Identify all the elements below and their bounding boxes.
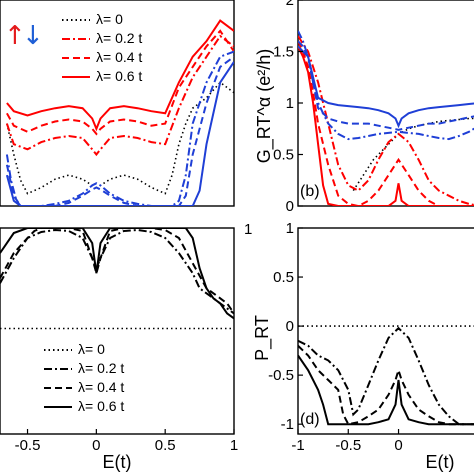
panel-d-frame bbox=[297, 227, 474, 435]
panel-b-series-1 bbox=[298, 45, 474, 206]
panel-b: 0 0.5 1 1.5 2 G_RT^α (e²/h) (b) bbox=[254, 0, 474, 215]
panel-d-panel-label: (d) bbox=[300, 411, 320, 428]
panel-b-series-5 bbox=[298, 40, 474, 131]
legend-label: λ= 0.6 t bbox=[96, 68, 142, 84]
panel-c-x-tick-label: 1 bbox=[230, 437, 238, 454]
panel-a-series-3 bbox=[6, 19, 234, 132]
panel-d-y-tick-label: -1 bbox=[281, 416, 294, 433]
panel-d-y-label: P_RT bbox=[252, 315, 273, 361]
legend-label: λ= 0.4 t bbox=[78, 379, 124, 395]
panel-b-y-tick-label: 1 bbox=[286, 95, 294, 112]
panel-d-y-tick-label: 0.5 bbox=[273, 269, 294, 286]
panel-d-y-ticks: 1 0.5 0 -0.5 -1 bbox=[268, 220, 303, 433]
panel-a-series-6 bbox=[5, 61, 234, 206]
panel-c-series-3 bbox=[0, 228, 234, 320]
panel-d-lines bbox=[298, 325, 474, 426]
legend-label: λ= 0.2 t bbox=[78, 360, 124, 376]
panel-c-series-2 bbox=[0, 228, 234, 314]
panel-b-series-6 bbox=[298, 30, 474, 141]
panel-c-series-1 bbox=[0, 228, 234, 315]
panel-d-y-tick-label: 0 bbox=[286, 318, 294, 335]
panel-a-series-2 bbox=[6, 29, 234, 136]
panel-c-y-tick-1: 1 bbox=[244, 221, 252, 238]
panel-c: -0.5 0 0.5 1 1 E(t) λ= 0λ= 0.2 tλ= 0.4 tλ= … bbox=[0, 221, 252, 472]
legend-label: λ= 0.4 t bbox=[96, 49, 142, 65]
legend-label: λ= 0.6 t bbox=[78, 398, 124, 414]
panel-c-x-tick-label: -0.5 bbox=[15, 437, 41, 454]
panel-c-x-tick-label: 0.5 bbox=[155, 437, 176, 454]
panel-d-x-ticks: -1 -0.5 0 bbox=[291, 429, 403, 454]
panel-d: 1 0.5 0 -0.5 -1 -1 -0.5 0 P_RT (d) E(t) bbox=[252, 220, 474, 472]
panel-d-y-tick-label: -0.5 bbox=[268, 367, 294, 384]
panel-b-y-ticks: 0 0.5 1 1.5 2 bbox=[273, 0, 303, 215]
panel-b-series-4 bbox=[298, 45, 474, 129]
panel-d-x-tick-label: -1 bbox=[291, 437, 304, 454]
panel-c-legend: λ= 0 λ= 0.2 t λ= 0.4 t λ= 0.6 t bbox=[44, 341, 124, 414]
panel-b-y-label: G_RT^α (e²/h) bbox=[254, 49, 275, 164]
panel-b-panel-label: (b) bbox=[300, 183, 320, 200]
panel-a: ↑ ↓ λ= 0 λ= 0.2 t λ= 0.4 t λ= 0.6 t bbox=[0, 0, 235, 207]
panel-d-x-tick-label: -0.5 bbox=[335, 437, 361, 454]
panel-b-series-3 bbox=[298, 35, 474, 206]
panel-b-y-tick-label: 0 bbox=[286, 198, 294, 215]
panel-d-series-3 bbox=[298, 354, 474, 426]
panel-d-x-label: E(t) bbox=[426, 452, 455, 472]
panel-b-y-tick-label: 1.5 bbox=[273, 44, 294, 61]
panel-c-x-ticks: -0.5 0 0.5 1 bbox=[15, 429, 238, 454]
panel-a-series-5 bbox=[5, 55, 234, 206]
panel-a-lines bbox=[5, 19, 234, 206]
panel-d-y-tick-label: 1 bbox=[286, 220, 294, 237]
panel-a-series-1 bbox=[5, 34, 234, 157]
panel-b-series-0 bbox=[352, 117, 474, 192]
spin-up-arrow: ↑ bbox=[4, 21, 26, 51]
panel-c-x-label: E(t) bbox=[103, 452, 132, 472]
spin-down-arrow: ↓ bbox=[22, 21, 44, 51]
panel-c-lines bbox=[0, 228, 234, 330]
panel-d-x-tick-label: 0 bbox=[394, 437, 402, 454]
panel-a-series-0 bbox=[6, 81, 234, 195]
panel-b-series-2 bbox=[298, 40, 474, 206]
panel-b-y-tick-label: 0.5 bbox=[273, 147, 294, 164]
panel-a-legend: λ= 0 λ= 0.2 t λ= 0.4 t λ= 0.6 t bbox=[62, 11, 142, 84]
panel-b-y-tick-label: 2 bbox=[286, 0, 294, 9]
legend-label: λ= 0 bbox=[78, 341, 105, 357]
panel-a-series-4 bbox=[5, 50, 234, 206]
legend-label: λ= 0 bbox=[96, 11, 123, 27]
panel-b-frame bbox=[297, 0, 474, 207]
legend-label: λ= 0.2 t bbox=[96, 30, 142, 46]
panel-b-lines bbox=[298, 30, 474, 206]
panel-c-x-tick-label: 0 bbox=[92, 437, 100, 454]
panel-d-series-1 bbox=[298, 326, 474, 426]
